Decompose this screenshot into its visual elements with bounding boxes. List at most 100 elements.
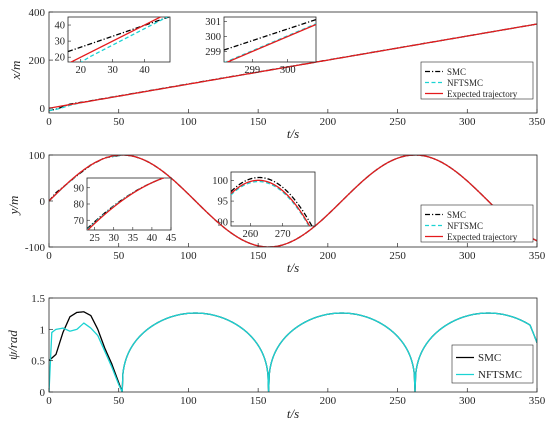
inset-x-tick-label: 25 [89,233,100,244]
inset-x-tick-label: 260 [243,229,259,240]
inset-y-tick-label: 40 [55,21,66,32]
inset-x-tick-label: 30 [107,65,118,76]
inset-y-tick-label: 90 [218,217,229,228]
inset-y-tick-label: 20 [55,53,66,64]
y-tick-label: 400 [29,7,46,19]
inset-x-tick-label: 300 [280,65,296,76]
x-tick-label: 350 [529,250,546,262]
x-tick-label: 50 [113,116,125,128]
inset-x-tick-label: 40 [139,65,150,76]
x-tick-label: 200 [320,116,337,128]
series-line-smc [68,17,170,53]
axes-box-x [48,11,538,114]
inset-y-tick-label: 70 [74,216,85,227]
series-line-nftsmc [49,312,537,392]
x-tick-label: 150 [250,395,267,407]
series-line-expected-trajectory [49,23,537,109]
legend-label: NFTSMC [447,221,483,231]
legend-box [420,61,534,100]
ticks-psi: 0 50 100 150 200 250 300 350 0 0.5 1 1.5 [31,293,546,407]
xlabel-x: t/s [287,126,299,141]
x-tick-label: 0 [46,395,52,407]
insets-x: 20 30 40 20 30 40 299 300 299 300 301 [55,16,317,76]
series-line-expected-trajectory [231,179,311,226]
panel-x: 0 50 100 150 200 250 300 350 0 200 400 x/m t/s 20 3… [8,7,546,141]
legend-box [451,344,534,384]
x-tick-label: 250 [389,250,406,262]
x-tick-label: 100 [180,395,197,407]
y-tick-label: 1.5 [31,293,45,305]
x-tick-label: 200 [320,395,337,407]
inset-x-tick-label: 30 [108,233,119,244]
inset-x-tick-label: 45 [166,233,177,244]
x-tick-label: 100 [180,250,197,262]
inset-y-tick-label: 95 [218,197,229,208]
x-tick-label: 0 [46,250,52,262]
inset-y-tick-label: 100 [212,176,228,187]
inset-y-tick-label: 300 [205,32,221,43]
inset-y-tick-label: 30 [55,37,66,48]
ticks-x: 0 50 100 150 200 250 300 350 0 200 400 [29,7,546,128]
legend-box [420,204,534,243]
legend-psi: SMC NFTSMC [451,344,534,384]
series-line-expected-trajectory [49,155,537,247]
inset-x-tick-label: 270 [275,229,291,240]
inset-x-tick-label: 40 [147,233,158,244]
inset-y-tick-label: 301 [205,17,221,28]
legend-label: SMC [447,210,466,220]
legend-label: SMC [447,67,466,77]
x-tick-label: 150 [250,250,267,262]
ylabel-x: x/m [8,61,23,81]
legend-label: NFTSMC [447,78,483,88]
inset-y-tick-label: 80 [74,200,85,211]
x-tick-label: 150 [250,116,267,128]
series-line-smc [224,18,316,51]
y-tick-label: 200 [29,55,46,67]
y-tick-label: 0 [40,196,46,208]
y-tick-label: 0.5 [31,356,45,368]
inset-x-tick-label: 35 [128,233,139,244]
x-tick-label: 0 [46,116,52,128]
y-tick-label: 0 [40,103,46,115]
plot-area-y [49,155,537,247]
inset-x-tick-label: 20 [76,65,87,76]
x-tick-label: 200 [320,250,337,262]
legend-label: Expected trajectory [447,232,518,242]
ylabel-y: y/m [6,196,21,217]
x-tick-label: 350 [529,395,546,407]
legend-label: SMC [478,352,501,364]
x-tick-label: 350 [529,116,546,128]
x-tick-label: 300 [459,116,476,128]
inset-box [230,171,316,227]
legend-label: Expected trajectory [447,89,518,99]
inset-box [223,16,317,63]
inset-y-tick-label: 90 [74,183,85,194]
series-line-expected-trajectory [87,178,166,230]
inset-x-tick-label: 299 [244,65,260,76]
inset-y-tick-label: 299 [205,47,221,58]
series-line-nftsmc [224,23,316,62]
xlabel-psi: t/s [287,406,299,421]
series-line-expected-trajectory [69,17,162,62]
series-line-nftsmc [80,17,169,62]
plot-area-psi [49,311,537,392]
y-tick-label: 0 [40,387,46,399]
series-line-expected-trajectory [225,23,316,62]
insets-y: 25 30 35 40 45 70 80 90 260 270 90 95 100 [74,171,316,244]
series-line-nftsmc [231,180,310,226]
x-tick-label: 250 [389,395,406,407]
xlabel-y: t/s [287,260,299,275]
x-tick-label: 100 [180,116,197,128]
x-tick-label: 50 [113,250,125,262]
x-tick-label: 300 [459,395,476,407]
y-tick-label: 100 [29,150,46,162]
x-tick-label: 50 [113,395,125,407]
y-tick-label: -100 [25,242,46,254]
axes-box-psi [48,297,538,393]
plot-area-x [49,23,537,112]
